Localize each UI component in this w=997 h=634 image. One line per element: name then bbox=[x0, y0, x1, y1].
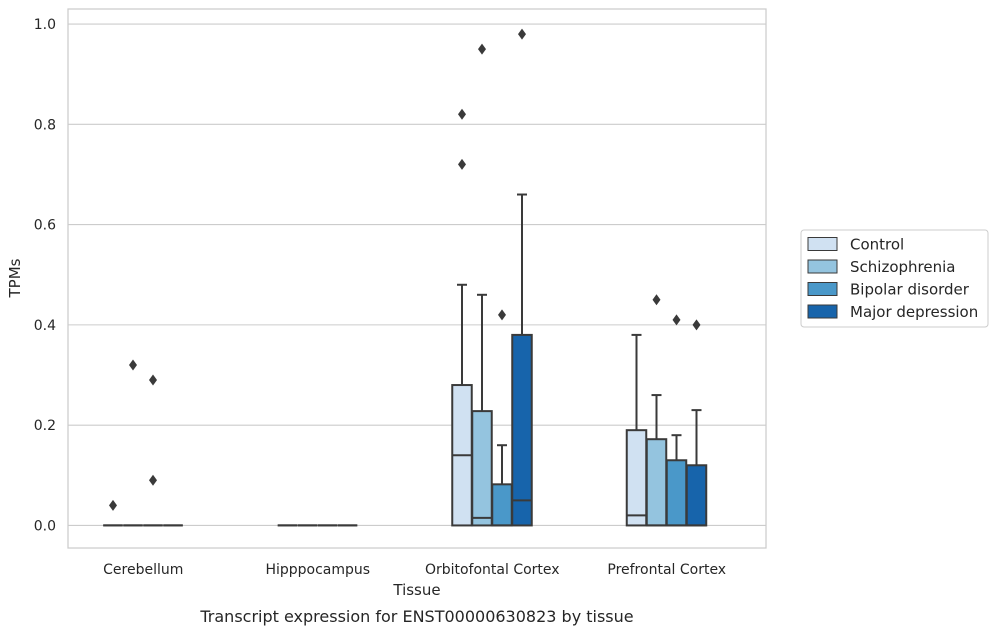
outlier-point bbox=[458, 158, 466, 170]
x-tick-label: Hipppocampus bbox=[265, 562, 370, 578]
box-control bbox=[103, 499, 123, 527]
box-rect bbox=[491, 483, 513, 527]
x-tick-label: Cerebellum bbox=[103, 562, 183, 578]
box-bipolar-disorder bbox=[491, 309, 513, 527]
outlier-point bbox=[518, 28, 526, 40]
box-rect bbox=[511, 333, 533, 527]
box-schizophrenia bbox=[645, 294, 668, 527]
outlier-point bbox=[692, 319, 701, 331]
box-schizophrenia bbox=[123, 359, 143, 527]
x-tick-label: Orbitofontal Cortex bbox=[425, 562, 560, 578]
y-axis-title: TPMs bbox=[6, 258, 24, 298]
box-rect bbox=[645, 438, 668, 527]
box-bipolar-disorder bbox=[143, 374, 163, 527]
outlier-point bbox=[652, 294, 661, 306]
y-tick-label: 0.4 bbox=[34, 318, 56, 334]
outlier-point bbox=[672, 314, 681, 326]
outlier-point bbox=[478, 43, 486, 55]
legend-label: Schizophrenia bbox=[850, 258, 955, 276]
legend-swatch bbox=[807, 237, 838, 251]
chart-caption: Transcript expression for ENST0000063082… bbox=[199, 607, 633, 626]
y-tick-label: 0.2 bbox=[34, 418, 56, 434]
legend-frame bbox=[800, 229, 989, 328]
legend: Control Schizophrenia Bipolar disorder Majo… bbox=[800, 229, 989, 328]
box-major-depression bbox=[685, 319, 708, 527]
legend-label: Major depression bbox=[850, 303, 978, 321]
legend-label: Control bbox=[850, 236, 904, 254]
x-axis-title: Tissue bbox=[392, 581, 440, 599]
outlier-point bbox=[149, 374, 157, 386]
box-rect bbox=[471, 410, 493, 527]
x-tick-label: Prefrontal Cortex bbox=[607, 562, 726, 578]
box-rect bbox=[625, 429, 648, 527]
y-tick-labels: 0.0 0.2 0.4 0.6 0.8 1.0 bbox=[34, 17, 56, 534]
outlier-point bbox=[498, 309, 506, 321]
outlier-point bbox=[109, 499, 117, 511]
y-tick-label: 0.8 bbox=[34, 117, 56, 133]
box-control bbox=[451, 108, 473, 527]
y-tick-label: 0.0 bbox=[34, 518, 56, 534]
legend-swatch bbox=[807, 259, 838, 274]
outlier-point bbox=[149, 474, 157, 486]
legend-swatch bbox=[807, 282, 838, 296]
legend-swatch bbox=[807, 304, 838, 319]
boxes bbox=[103, 28, 708, 527]
outlier-point bbox=[458, 108, 466, 120]
legend-label: Bipolar disorder bbox=[850, 281, 970, 299]
x-tick-labels: Cerebellum Hipppocampus Orbitofontal Corte… bbox=[103, 562, 726, 578]
box-rect bbox=[665, 459, 688, 527]
grid-lines bbox=[68, 23, 766, 526]
box-schizophrenia bbox=[471, 43, 493, 527]
box-major-depression bbox=[511, 28, 533, 527]
y-tick-label: 1.0 bbox=[34, 17, 56, 33]
outlier-point bbox=[129, 359, 137, 371]
plot-frame bbox=[67, 8, 767, 549]
y-tick-label: 0.6 bbox=[34, 218, 56, 234]
box-rect bbox=[685, 464, 708, 527]
